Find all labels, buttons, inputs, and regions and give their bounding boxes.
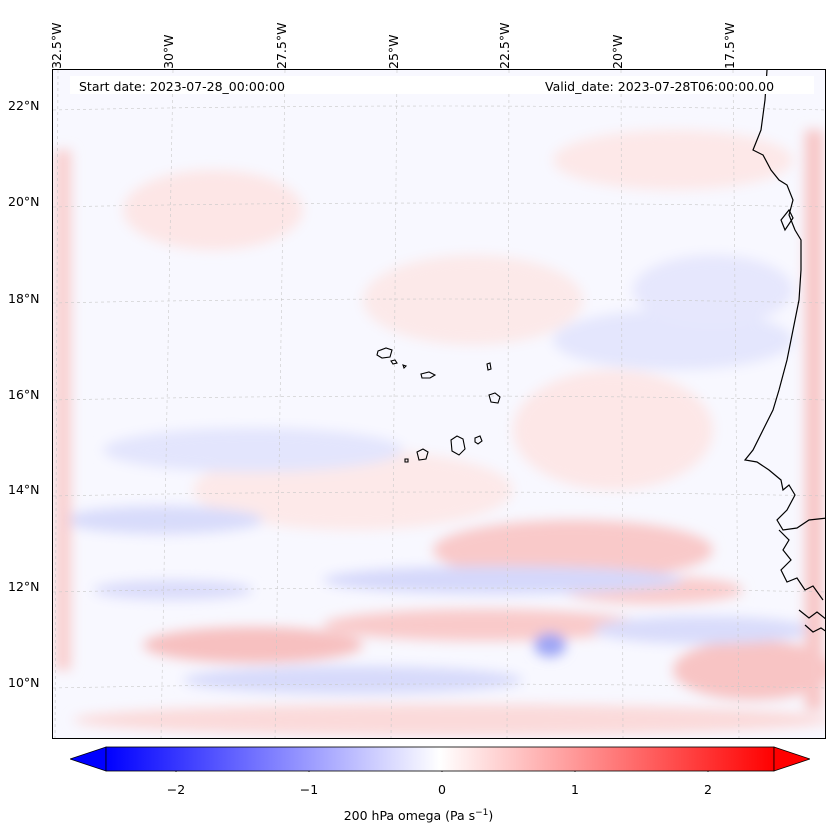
lat-label-10n: 10°N: [8, 675, 40, 690]
lon-label-30w: 30°W: [161, 34, 176, 69]
lon-label-22-5w: 22.5°W: [497, 22, 512, 69]
cape-verde-islands: [376, 347, 501, 463]
colorbar-gradient: [105, 746, 775, 772]
lon-label-27-5w: 27.5°W: [274, 22, 289, 69]
lat-label-22n: 22°N: [8, 98, 40, 113]
colorbar-tick: 1: [571, 782, 579, 797]
lon-label-20w: 20°W: [610, 34, 625, 69]
lon-label-17-5w: 17.5°W: [722, 22, 737, 69]
omega-contours: [55, 130, 825, 736]
lon-label-32-5w: 32.5°W: [49, 22, 64, 69]
lon-label-25w: 25°W: [386, 34, 401, 69]
valid-date: Valid_date: 2023-07-28T06:00:00.00: [545, 79, 775, 94]
colorbar-tick: −2: [166, 782, 186, 797]
colorbar-tick: 2: [704, 782, 712, 797]
african-coastline: [743, 70, 825, 633]
map-panel: [52, 69, 826, 739]
colorbar: [70, 746, 810, 772]
colorbar-tick: −1: [299, 782, 319, 797]
header-bar: [70, 76, 814, 94]
lat-label-14n: 14°N: [8, 482, 40, 497]
lat-label-16n: 16°N: [8, 387, 40, 402]
graticule: [53, 70, 825, 738]
colorbar-tick: 0: [438, 782, 446, 797]
lat-label-18n: 18°N: [8, 291, 40, 306]
colorbar-max-arrow: [773, 746, 810, 772]
lat-label-20n: 20°N: [8, 194, 40, 209]
colorbar-label: 200 hPa omega (Pa s−1): [343, 808, 494, 824]
omega-field: [53, 70, 825, 738]
colorbar-min-arrow: [70, 746, 107, 772]
lat-label-12n: 12°N: [8, 579, 40, 594]
start-date: Start date: 2023-07-28_00:00:00: [79, 79, 285, 94]
